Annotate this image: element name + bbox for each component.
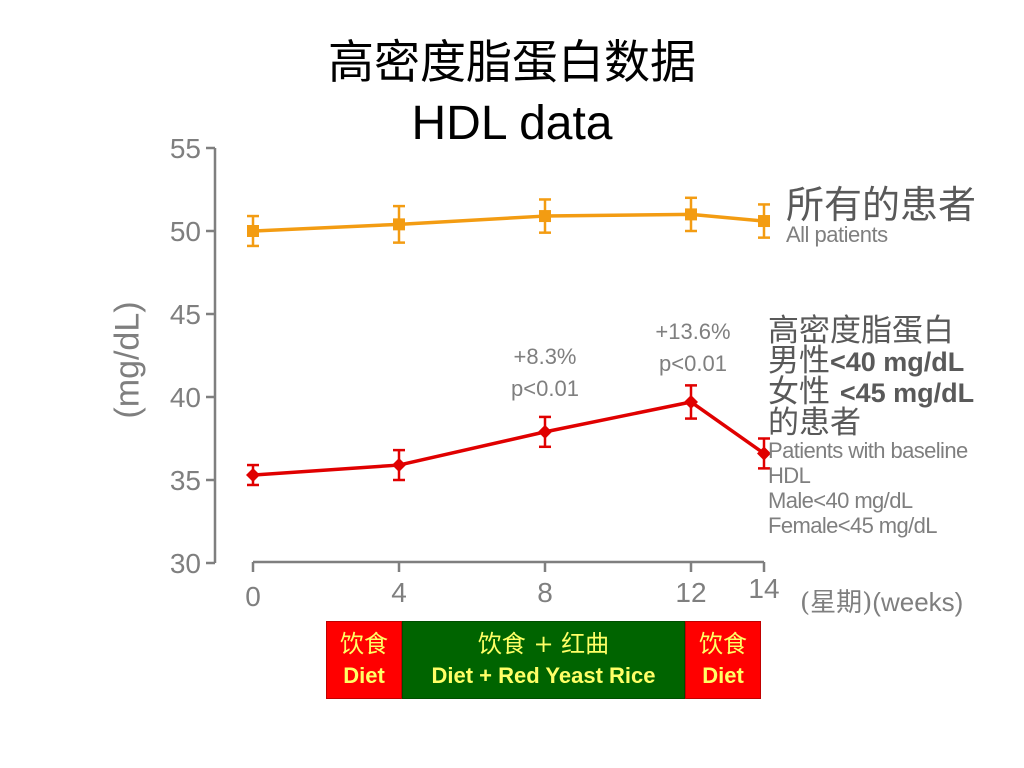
x-axis-unit-english: (weeks) — [872, 587, 964, 617]
phase-diet-followup: 饮食 Diet — [685, 621, 761, 699]
data-point-diamond — [757, 446, 771, 461]
x-axis-unit-label: (星期)(weeks) — [800, 582, 963, 619]
phase-diet-ryr-zh: 饮食 + 红曲 — [477, 630, 610, 658]
x-axis-unit-chinese: (星期) — [800, 588, 873, 618]
all-patients-label-chinese: 所有的患者 — [786, 183, 977, 227]
low-hdl-patients-label: 高密度脂蛋白 男性<40 mg/dL 女性 <45 mg/dL 的患者 Pati… — [768, 313, 975, 539]
low-hdl-label-zh-line4: 的患者 — [768, 405, 861, 441]
y-tick-label: 35 — [170, 465, 201, 496]
data-point-diamond — [246, 468, 260, 483]
low-hdl-label-zh-line1: 高密度脂蛋白 — [768, 313, 954, 349]
data-point-square — [685, 208, 697, 221]
x-tick-label: 0 — [245, 581, 261, 612]
x-tick-label: 4 — [391, 577, 407, 608]
data-point-square — [758, 215, 770, 228]
annotation-week-8-change: +8.3% — [513, 344, 577, 369]
male-label: 男性 — [768, 343, 830, 379]
phase-diet-ryr-en: Diet + Red Yeast Rice — [431, 663, 656, 688]
y-tick-label: 45 — [170, 299, 201, 330]
x-tick-label: 14 — [748, 573, 779, 604]
all-patients-label-english: All patients — [786, 222, 888, 247]
annotation-week-12-pvalue: p<0.01 — [659, 351, 727, 376]
phase-diet-baseline-en: Diet — [343, 663, 385, 688]
low-hdl-label-en-line4: Female<45 mg/dL — [768, 513, 938, 538]
y-tick-label: 40 — [170, 382, 201, 413]
data-point-square — [539, 210, 551, 223]
male-threshold: <40 mg/dL — [830, 347, 965, 377]
data-point-square — [393, 218, 405, 231]
x-tick-label: 8 — [537, 577, 553, 608]
series-line-1 — [252, 400, 766, 477]
low-hdl-label-zh-line3: 女性 <45 mg/dL — [768, 374, 975, 410]
x-tick-label: 12 — [675, 577, 706, 608]
data-point-square — [247, 225, 259, 237]
phase-diet-baseline-zh: 饮食 — [340, 630, 388, 658]
annotation-week-12: +13.6% p<0.01 — [638, 316, 748, 380]
female-threshold: <45 mg/dL — [839, 378, 975, 408]
phase-diet-followup-zh: 饮食 — [699, 630, 747, 658]
female-label: 女性 — [768, 374, 840, 410]
low-hdl-label-en-line3: Male<40 mg/dL — [768, 488, 913, 513]
chart-title-chinese: 高密度脂蛋白数据 — [328, 35, 696, 89]
low-hdl-label-en-line1: Patients with baseline — [768, 438, 968, 463]
phase-diet-followup-en: Diet — [702, 663, 744, 688]
annotation-week-8-pvalue: p<0.01 — [511, 376, 579, 401]
low-hdl-label-zh-line2: 男性<40 mg/dL — [768, 343, 974, 379]
low-hdl-label-en-line2: HDL — [768, 463, 811, 488]
chart-title-english: HDL data — [411, 97, 613, 150]
annotation-week-8: +8.3% p<0.01 — [495, 341, 595, 405]
data-point-diamond — [392, 458, 406, 473]
y-axis-label: (mg/dL) — [108, 301, 147, 419]
annotation-week-12-change: +13.6% — [655, 319, 731, 344]
y-tick-label: 55 — [170, 133, 201, 164]
y-tick-label: 30 — [170, 548, 201, 579]
phase-diet-baseline: 饮食 Diet — [326, 621, 402, 699]
phase-diet-red-yeast-rice: 饮食 + 红曲 Diet + Red Yeast Rice — [402, 621, 685, 699]
data-point-diamond — [538, 424, 552, 439]
data-point-diamond — [684, 394, 698, 409]
y-tick-label: 50 — [170, 216, 201, 247]
